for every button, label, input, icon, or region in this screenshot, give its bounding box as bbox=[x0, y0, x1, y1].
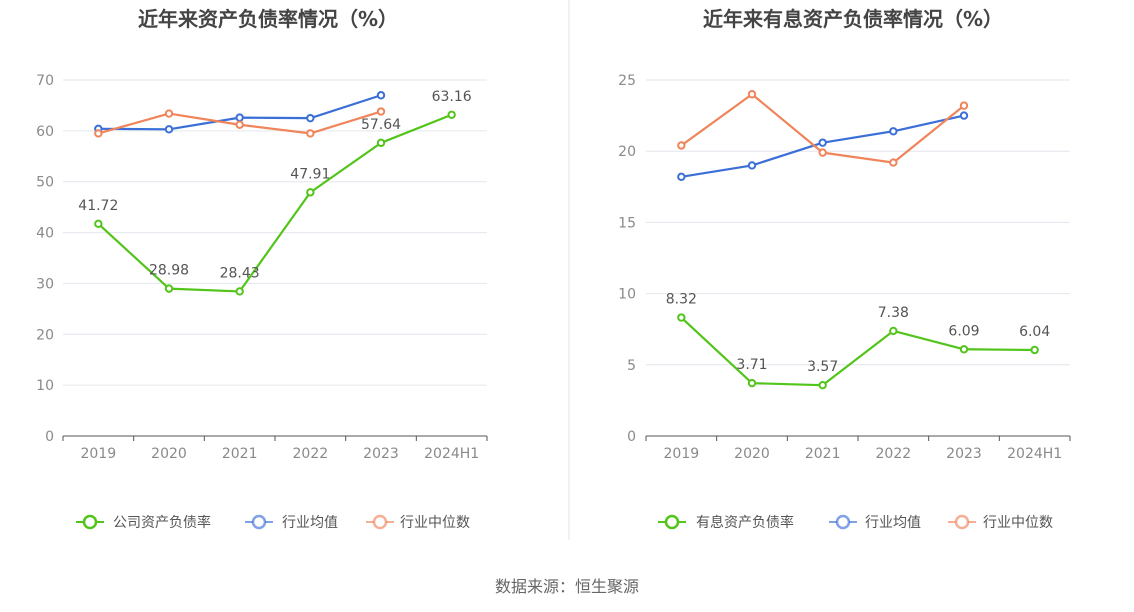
x-tick-label: 2022 bbox=[876, 446, 912, 462]
legend-marker bbox=[954, 514, 970, 530]
data-source: 数据来源：恒生聚源 bbox=[495, 577, 639, 596]
data-label: 8.32 bbox=[666, 292, 697, 308]
data-point bbox=[889, 158, 898, 167]
y-tick-label: 40 bbox=[36, 226, 54, 242]
data-point bbox=[447, 110, 456, 119]
data-point bbox=[306, 113, 315, 123]
data-point bbox=[959, 101, 969, 110]
data-point bbox=[959, 345, 969, 354]
series-line-0 bbox=[680, 316, 1035, 387]
x-tick-label: 2024H1 bbox=[424, 446, 479, 462]
y-tick-label: 5 bbox=[627, 358, 636, 374]
y-tick-label: 50 bbox=[36, 175, 54, 191]
x-tick-label: 2020 bbox=[734, 446, 770, 462]
chart-title: 近年来资产负债率情况（%） bbox=[138, 7, 398, 31]
data-point bbox=[94, 219, 103, 229]
data-label: 7.38 bbox=[878, 305, 909, 321]
data-point bbox=[747, 378, 757, 388]
y-tick-label: 10 bbox=[618, 287, 636, 303]
data-point bbox=[164, 109, 174, 118]
data-point bbox=[164, 125, 174, 134]
x-tick-label: 2022 bbox=[293, 446, 329, 462]
chart-title: 近年来有息资产负债率情况（%） bbox=[703, 7, 1003, 31]
data-point bbox=[235, 120, 244, 129]
data-point bbox=[959, 111, 969, 120]
data-point bbox=[306, 129, 315, 138]
data-point bbox=[164, 284, 174, 293]
data-point bbox=[376, 107, 386, 116]
legend-item: 有息资产负债率 bbox=[658, 514, 794, 531]
legend-marker bbox=[835, 514, 851, 530]
data-point bbox=[235, 287, 244, 296]
x-tick-label: 2021 bbox=[222, 446, 258, 462]
data-label: 47.91 bbox=[290, 166, 330, 182]
legend-item: 行业均值 bbox=[245, 514, 338, 531]
data-point bbox=[818, 138, 827, 147]
legend-item: 行业中位数 bbox=[948, 514, 1053, 531]
y-tick-label: 0 bbox=[627, 429, 636, 445]
data-point bbox=[747, 161, 757, 170]
data-point bbox=[889, 127, 898, 136]
legend-label: 有息资产负债率 bbox=[696, 514, 794, 531]
y-tick-label: 70 bbox=[36, 73, 54, 89]
x-tick-label: 2021 bbox=[805, 446, 841, 462]
y-tick-label: 15 bbox=[618, 215, 636, 231]
data-point bbox=[677, 313, 686, 322]
chart-panel-debt-ratio: 近年来资产负债率情况（%） 0 10 20 30 40 50 60 70 2019 2020 2021… bbox=[36, 7, 488, 531]
data-point bbox=[818, 148, 827, 157]
data-label: 28.43 bbox=[220, 265, 260, 281]
y-tick-label: 10 bbox=[36, 378, 54, 394]
x-tick-label: 2019 bbox=[81, 446, 117, 462]
data-point bbox=[818, 380, 827, 390]
data-label: 3.57 bbox=[807, 359, 838, 375]
y-tick-label: 20 bbox=[618, 144, 636, 160]
y-tick-label: 30 bbox=[36, 276, 54, 292]
y-tick-label: 60 bbox=[36, 124, 54, 140]
data-point bbox=[889, 326, 898, 336]
data-point bbox=[306, 188, 315, 197]
x-tick-label: 2019 bbox=[664, 446, 700, 462]
data-point bbox=[677, 141, 686, 150]
data-point bbox=[677, 172, 686, 182]
y-tick-label: 20 bbox=[36, 327, 54, 343]
x-tick-label: 2023 bbox=[946, 446, 982, 462]
x-tick-label: 2024H1 bbox=[1007, 446, 1062, 462]
legend-marker bbox=[664, 514, 680, 530]
legend-marker bbox=[372, 514, 388, 530]
data-label: 6.09 bbox=[948, 323, 979, 339]
chart-panel-interest-bearing-debt-ratio: 近年来有息资产负债率情况（%） 0 5 10 15 20 25 2019 2020 2021 202… bbox=[618, 7, 1071, 531]
data-point bbox=[376, 91, 386, 100]
y-tick-label: 0 bbox=[45, 429, 54, 445]
legend-marker bbox=[251, 514, 267, 530]
legend-marker bbox=[82, 514, 98, 530]
legend-label: 公司资产负债率 bbox=[113, 514, 211, 531]
data-point bbox=[376, 138, 386, 148]
x-tick-label: 2020 bbox=[151, 446, 187, 462]
data-label: 28.98 bbox=[149, 263, 189, 279]
data-point bbox=[94, 129, 103, 138]
data-label: 41.72 bbox=[78, 198, 118, 214]
data-point bbox=[1030, 345, 1039, 355]
legend-item: 行业均值 bbox=[829, 514, 921, 531]
data-point bbox=[235, 113, 244, 122]
legend-label: 行业中位数 bbox=[400, 515, 470, 531]
data-label: 57.64 bbox=[361, 117, 401, 133]
legend-item: 公司资产负债率 bbox=[76, 514, 211, 531]
legend-item: 行业中位数 bbox=[366, 514, 470, 531]
data-label: 3.71 bbox=[736, 357, 767, 373]
legend-label: 行业中位数 bbox=[983, 515, 1053, 531]
data-point bbox=[747, 90, 757, 99]
legend-label: 行业均值 bbox=[282, 515, 338, 531]
data-label: 63.16 bbox=[432, 89, 472, 105]
series-line-0 bbox=[97, 113, 453, 293]
y-tick-label: 25 bbox=[618, 73, 636, 89]
legend-label: 行业均值 bbox=[865, 515, 921, 531]
data-label: 6.04 bbox=[1019, 324, 1050, 340]
x-tick-label: 2023 bbox=[363, 446, 399, 462]
